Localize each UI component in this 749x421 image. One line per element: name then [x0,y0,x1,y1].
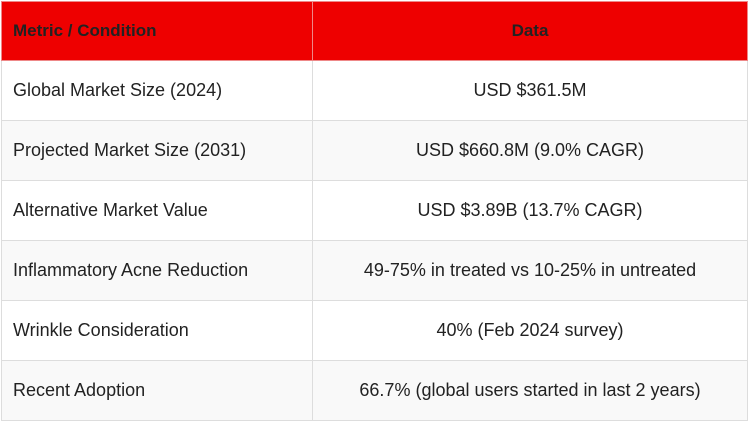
table-body: Global Market Size (2024) USD $361.5M Proj… [1,60,748,421]
header-cell: Data [312,1,748,61]
header-cell: Metric / Condition [1,1,313,61]
table-cell: 40% (Feb 2024 survey) [312,300,748,361]
table-row: Inflammatory Acne Reduction 49-75% in tre… [1,240,748,301]
table-row: Projected Market Size (2031) USD $660.8M … [1,120,748,181]
table-row: Alternative Market Value USD $3.89B (13.7… [1,180,748,241]
table-row: Wrinkle Consideration 40% (Feb 2024 surve… [1,300,748,361]
table-cell: Global Market Size (2024) [1,60,313,121]
table-cell: Wrinkle Consideration [1,300,313,361]
table-cell: Projected Market Size (2031) [1,120,313,181]
table-row: Global Market Size (2024) USD $361.5M [1,60,748,121]
table-row: Recent Adoption 66.7% (global users start… [1,360,748,421]
table-cell: 49-75% in treated vs 10-25% in untreated [312,240,748,301]
table-cell: Alternative Market Value [1,180,313,241]
table-cell: Inflammatory Acne Reduction [1,240,313,301]
header-row: Metric / Condition Data [1,1,748,61]
table-cell: Recent Adoption [1,360,313,421]
table-cell: USD $3.89B (13.7% CAGR) [312,180,748,241]
table-cell: USD $660.8M (9.0% CAGR) [312,120,748,181]
table-cell: USD $361.5M [312,60,748,121]
table-cell: 66.7% (global users started in last 2 ye… [312,360,748,421]
